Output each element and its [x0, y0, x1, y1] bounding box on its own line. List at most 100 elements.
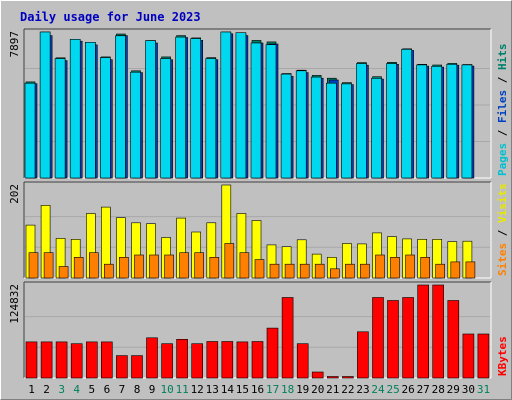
- bar-sites: [224, 243, 235, 279]
- bar-pages: [115, 35, 126, 179]
- bar-sites: [269, 263, 280, 279]
- legend-separator: /: [496, 70, 509, 90]
- x-tick-label: 6: [104, 383, 111, 396]
- bar-kbytes: [311, 371, 324, 379]
- bar-kbytes: [251, 341, 264, 379]
- bar-kbytes: [206, 341, 219, 379]
- bar-sites: [405, 254, 415, 279]
- x-tick-label: 14: [221, 383, 235, 396]
- bar-pages: [100, 57, 111, 179]
- x-tick-label: 31: [477, 383, 490, 396]
- bar-kbytes: [146, 337, 158, 379]
- legend-bottom: KBytes: [496, 336, 509, 376]
- bar-kbytes: [402, 297, 414, 379]
- x-tick-label: 13: [206, 383, 219, 396]
- x-tick-label: 3: [58, 383, 65, 396]
- bar-kbytes: [432, 284, 445, 379]
- bar-sites: [345, 263, 355, 279]
- bar-pages: [356, 63, 367, 179]
- bar-pages: [39, 31, 51, 179]
- bar-kbytes: [462, 333, 475, 379]
- x-tick-label: 4: [73, 383, 80, 396]
- bar-pages: [325, 82, 337, 179]
- x-tick-label: 8: [134, 383, 141, 396]
- x-tick-label: 26: [401, 383, 414, 396]
- bar-kbytes: [387, 300, 399, 379]
- bar-pages: [235, 32, 247, 179]
- bar-kbytes: [236, 341, 249, 379]
- x-tick-label: 28: [432, 383, 445, 396]
- bar-kbytes: [25, 341, 38, 379]
- x-tick-label: 5: [88, 383, 95, 396]
- bar-pages: [24, 82, 36, 179]
- legend-separator: /: [496, 223, 509, 243]
- legend-entry: KBytes: [496, 336, 509, 376]
- bar-kbytes: [70, 343, 83, 379]
- bar-pages: [205, 58, 217, 179]
- bar-pages: [190, 38, 201, 179]
- bar-sites: [299, 263, 310, 279]
- bar-pages: [461, 64, 473, 179]
- bar-kbytes: [191, 343, 203, 379]
- bar-kbytes: [342, 376, 354, 379]
- bar-sites: [149, 254, 159, 279]
- bar-pages: [386, 63, 397, 179]
- bar-sites: [119, 256, 129, 279]
- x-tick-label: 25: [386, 383, 399, 396]
- x-tick-label: 2: [43, 383, 50, 396]
- legend-top: Pages / Files / Hits: [496, 44, 509, 177]
- legend-middle: Sites / Visits: [496, 183, 509, 276]
- x-tick-label: 29: [447, 383, 460, 396]
- x-tick-label: 15: [236, 383, 249, 396]
- bar-sites: [390, 256, 400, 279]
- bar-pages: [371, 78, 382, 179]
- bar-pages: [446, 63, 458, 179]
- bar-kbytes: [131, 355, 143, 379]
- bar-pages: [295, 70, 307, 179]
- chart-title: Daily usage for June 2023: [20, 10, 201, 24]
- x-tick-label: 7: [119, 383, 126, 396]
- bar-sites: [239, 252, 250, 279]
- bar-sites: [420, 256, 431, 279]
- bar-pages: [130, 71, 141, 179]
- bar-kbytes: [101, 341, 113, 379]
- legend-entry: Visits: [496, 183, 509, 223]
- bar-kbytes: [281, 297, 294, 379]
- bar-kbytes: [40, 341, 53, 379]
- bar-pages: [401, 48, 412, 179]
- bar-pages: [160, 58, 171, 179]
- x-tick-label: 24: [371, 383, 385, 396]
- x-tick-label: 1: [28, 383, 35, 396]
- bar-sites: [360, 263, 370, 279]
- bar-pages: [250, 42, 262, 179]
- bar-pages: [416, 64, 428, 179]
- legend-entry: Pages: [496, 143, 509, 176]
- bar-sites: [89, 252, 99, 279]
- max-value-label: 7897: [8, 31, 21, 58]
- bar-sites: [73, 256, 84, 279]
- bar-sites: [450, 261, 461, 279]
- bar-sites: [43, 252, 54, 279]
- bar-pages: [69, 38, 81, 179]
- x-tick-label: 10: [160, 383, 173, 396]
- panel-top: 7897 Pages / Files / Hits: [8, 28, 509, 179]
- bar-sites: [164, 254, 174, 279]
- x-tick-label: 9: [149, 383, 156, 396]
- x-tick-label: 18: [281, 383, 294, 396]
- bar-sites: [28, 252, 39, 279]
- bar-pages: [54, 58, 66, 179]
- x-tick-label: 20: [311, 383, 324, 396]
- x-tick-label: 30: [462, 383, 475, 396]
- bar-sites: [375, 254, 385, 279]
- bar-sites: [254, 259, 265, 279]
- bar-kbytes: [116, 355, 128, 379]
- bar-kbytes: [357, 331, 369, 379]
- bar-kbytes: [86, 341, 98, 379]
- x-tick-label: 12: [191, 383, 204, 396]
- bar-kbytes: [161, 343, 173, 379]
- panel-middle: 202 Sites / Visits: [8, 181, 509, 279]
- bar-sites: [104, 263, 114, 279]
- legend-separator: /: [496, 123, 509, 143]
- bar-kbytes: [176, 338, 188, 379]
- max-value-label: 202: [8, 184, 21, 204]
